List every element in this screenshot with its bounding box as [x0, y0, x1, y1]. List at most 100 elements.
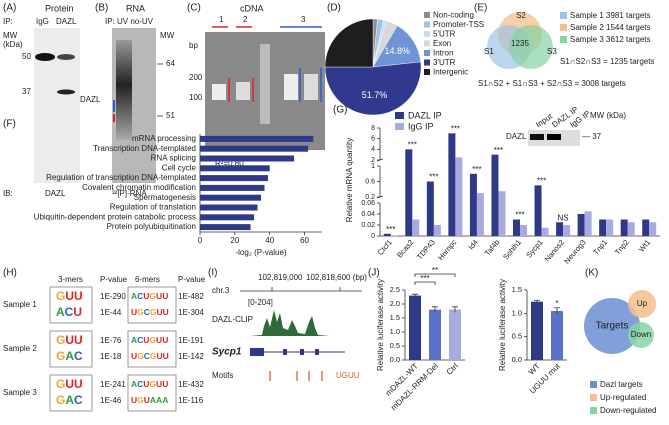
- motif-track-label: Motifs: [212, 371, 233, 380]
- legend-swatch: [590, 394, 597, 401]
- column-header: 3-mers: [58, 275, 83, 284]
- error-bar: [534, 299, 540, 304]
- bar: [563, 225, 571, 236]
- significance: ***: [515, 211, 524, 220]
- motif-sequence: UGUU: [336, 371, 360, 380]
- legend-label: Intron: [433, 49, 453, 58]
- significance: ***: [408, 140, 417, 149]
- bar: [200, 204, 258, 211]
- track-label: DAZL-CLIP: [212, 315, 253, 324]
- bar: [200, 155, 295, 162]
- p-value: 1E-18: [100, 352, 122, 361]
- gel-band: [530, 134, 544, 140]
- panel-label: (H): [3, 268, 17, 279]
- y-tick-label: 0.5: [390, 341, 400, 350]
- legend-swatch: [424, 31, 430, 37]
- bar: [433, 225, 441, 236]
- bar: [627, 222, 635, 236]
- category-label: Protein polyubiquitination: [107, 222, 196, 231]
- venn-circle: [628, 290, 656, 318]
- legend-swatch: [560, 36, 567, 43]
- p-value: 1E-76: [100, 336, 122, 345]
- lane-label: 1: [219, 15, 224, 24]
- gel: [34, 28, 80, 183]
- significance: ***: [420, 274, 429, 283]
- bar: [551, 311, 563, 360]
- category-label: Regulation of transcription DNA-template…: [46, 173, 196, 182]
- significance: ***: [472, 165, 481, 174]
- set-label: S1: [484, 47, 494, 56]
- gel-band: [57, 89, 75, 95]
- bar: [469, 173, 477, 236]
- bar: [491, 154, 499, 236]
- x-tick-label: Hnrnpc: [436, 238, 459, 262]
- equation: S1∩S2∩S3 = 1235 targets: [560, 57, 654, 66]
- row-label: Sample 3: [3, 388, 37, 397]
- mw-value: 37: [22, 87, 31, 96]
- bar: [599, 219, 607, 236]
- bar: [200, 224, 251, 231]
- motif: ACU: [56, 305, 82, 319]
- x-tick-label: Ctcf1: [376, 238, 394, 257]
- coordinate: 102,819,000: [258, 273, 303, 282]
- legend-swatch: [424, 59, 430, 66]
- motif-box: [49, 374, 93, 412]
- panel-label: (D): [327, 3, 341, 14]
- gel-band: [547, 134, 561, 140]
- legend-label: 5'UTR: [433, 30, 456, 39]
- x-tick-label: Sohlh1: [501, 238, 523, 262]
- panel-label: (K): [585, 268, 598, 279]
- legend-swatch: [424, 40, 430, 47]
- legend-label: Down-regulated: [600, 406, 656, 415]
- legend-label: Non-coding: [433, 11, 474, 20]
- panel-label: (B): [95, 3, 108, 14]
- gel-band: [304, 74, 318, 100]
- y-tick-label: 1.0: [390, 327, 400, 336]
- gel-band: [212, 84, 226, 100]
- error-bar: [432, 306, 438, 313]
- panel-title: Protein: [45, 3, 74, 13]
- motif-box: [127, 374, 177, 412]
- panel-label: (G): [333, 105, 347, 116]
- r-squared: R²=0.80: [215, 159, 244, 168]
- exon: [300, 349, 304, 355]
- band-label: DAZL: [506, 132, 527, 141]
- intersection-count: 1235: [511, 39, 529, 48]
- legend-swatch: [590, 407, 597, 414]
- bar: [200, 175, 268, 182]
- bar: [584, 211, 592, 236]
- bar: [498, 191, 506, 236]
- y-tick-label: 1.5: [390, 313, 400, 322]
- p-value: 1E-142: [178, 352, 204, 361]
- mw-value: 51: [166, 111, 175, 120]
- pie-slice: [324, 18, 374, 68]
- column-header: P-value: [178, 275, 206, 284]
- motif-box: [49, 286, 93, 324]
- set-label: S2: [516, 11, 526, 20]
- bar: [449, 309, 461, 360]
- x-tick-label: 0: [198, 236, 203, 245]
- motif: UGUAAA: [131, 395, 168, 405]
- legend-swatch: [560, 12, 567, 19]
- mw-value: — 37: [582, 132, 602, 141]
- size-marker: [113, 114, 115, 122]
- legend-swatch: [424, 69, 430, 75]
- bar: [534, 185, 542, 236]
- coordinate: 102,818,600 (bp): [306, 273, 367, 282]
- bar: [426, 181, 434, 236]
- mw-label: MW: [160, 31, 175, 40]
- legend-label: DAZL IP: [408, 110, 442, 120]
- bar: [577, 214, 585, 236]
- motif-box: [127, 330, 177, 368]
- legend-label: Up-regulated: [600, 393, 646, 402]
- legend-label: Exon: [433, 39, 451, 48]
- gel-smear: [116, 40, 132, 140]
- size-value: 200: [189, 73, 203, 82]
- category-label: Transcription DNA-templated: [93, 144, 196, 153]
- motif: GAC: [56, 393, 83, 407]
- motif: UGCGUU: [131, 307, 169, 317]
- p-value: 1E-482: [178, 292, 204, 301]
- legend-label: Intergenic: [433, 68, 468, 77]
- y-tick-label: 1.5: [512, 285, 522, 294]
